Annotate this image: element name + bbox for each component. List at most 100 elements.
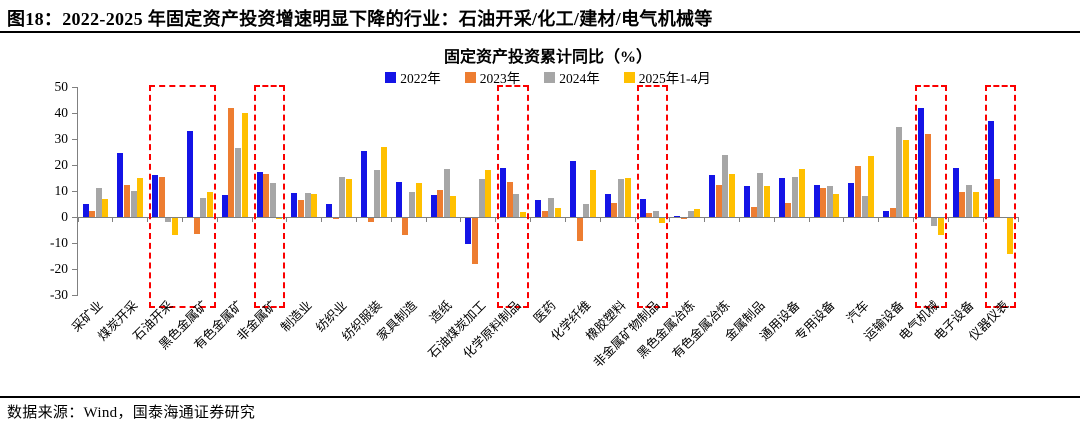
bar-2022年-运输设备 [883,210,890,217]
x-axis-tick [181,217,183,222]
legend-item: 2023年 [464,67,521,87]
bar-2025年1-4月-电子设备 [972,192,979,217]
legend-swatch [385,71,397,83]
bar-2022年-医药 [535,200,542,217]
bar-2023年-黑色金属冶炼 [680,218,687,220]
y-axis-label: 30 [54,131,69,146]
x-axis-tick [460,217,462,222]
bar-2022年-电子设备 [952,167,959,217]
x-axis-tick [669,217,671,222]
bar-2022年-有色金属矿 [221,194,228,217]
y-axis-tick [72,112,78,114]
bar-2022年-化学纤维 [569,161,576,217]
bar-2023年-汽车 [855,166,862,217]
bar-2022年-采矿业 [82,204,89,217]
y-axis-tick [72,86,78,88]
y-axis-label: 50 [54,79,69,94]
x-axis-tick [599,217,601,222]
bar-2023年-纺织服装 [367,218,374,222]
bar-2024年-有色金属矿 [234,148,241,217]
bar-2022年-橡胶塑料 [604,193,611,217]
highlight-box-电气机械 [915,85,947,308]
bar-2024年-非金属矿物制品 [652,210,659,217]
y-axis-tick [72,190,78,192]
bar-2024年-煤炭开采 [130,191,137,217]
bar-2022年-纺织业 [326,204,333,217]
x-axis-tick [77,217,79,222]
bar-2025年1-4月-非金属矿物制品 [659,218,666,224]
header-divider [0,31,1080,33]
bar-2024年-黑色金属矿 [200,197,207,217]
bar-2025年1-4月-金属制品 [763,185,770,217]
highlight-box-非金属矿物制品 [636,85,669,308]
legend-label: 2023年 [479,71,521,86]
x-axis-tick [982,217,984,222]
bar-2025年1-4月-纺织服装 [380,146,387,217]
bar-2024年-非金属矿 [269,183,276,217]
bar-2023年-通用设备 [785,202,792,217]
x-axis-tick [808,217,810,222]
bar-2025年1-4月-运输设备 [903,140,910,217]
footer-divider [0,396,1080,398]
bar-2023年-有色金属冶炼 [715,184,722,217]
bar-2022年-造纸 [430,194,437,217]
bar-2023年-非金属矿 [263,174,270,217]
y-axis-label: 20 [54,157,69,172]
bar-2025年1-4月-石油煤炭加工 [485,170,492,217]
x-axis-tick [321,217,323,222]
legend-label: 2025年1-4月 [638,71,711,86]
x-axis-tick [634,217,636,222]
bar-2022年-有色金属冶炼 [709,175,716,217]
bar-2025年1-4月-采矿业 [102,198,109,217]
bar-2024年-黑色金属冶炼 [687,210,694,217]
x-axis-tick [112,217,114,222]
bar-2025年1-4月-煤炭开采 [137,178,144,217]
chart-title: 固定资产投资累计同比（%） [443,49,652,66]
x-axis-tick [495,217,497,222]
y-axis-label: -10 [50,235,68,250]
legend-label: 2022年 [400,71,441,86]
bar-2023年-石油开采 [158,176,165,217]
bar-2024年-橡胶塑料 [617,179,624,217]
bar-2025年1-4月-家具制造 [415,183,422,217]
bar-2023年-家具制造 [402,218,409,235]
bar-2024年-化学原料制品 [513,193,520,217]
bar-2023年-采矿业 [89,210,96,217]
x-axis-tick [356,217,358,222]
x-axis-tick [1017,217,1019,222]
bar-2022年-通用设备 [778,178,785,217]
bar-2025年1-4月-黑色金属矿 [206,192,213,217]
bar-2025年1-4月-有色金属矿 [241,113,248,217]
bar-2024年-制造业 [304,193,311,217]
bar-2022年-非金属矿物制品 [639,198,646,217]
bar-2025年1-4月-非金属矿 [276,218,283,220]
bar-2022年-制造业 [291,193,298,217]
source-note: 数据来源：Wind，国泰海通证券研究 [7,405,256,421]
x-axis-tick [913,217,915,222]
bar-2025年1-4月-石油开采 [171,218,178,235]
bar-2024年-通用设备 [792,176,798,217]
bar-2025年1-4月-制造业 [311,194,318,217]
bar-2022年-石油煤炭加工 [465,218,472,244]
legend-item: 2025年1-4月 [623,67,711,87]
bar-2023年-金属制品 [750,206,757,217]
bar-2023年-制造业 [297,200,304,217]
bar-2022年-黑色金属冶炼 [674,216,681,217]
bar-2022年-专用设备 [813,184,820,217]
bar-2023年-黑色金属矿 [193,218,200,234]
x-axis-tick [704,217,706,222]
legend-swatch [623,71,635,83]
bar-2022年-金属制品 [743,185,750,217]
bar-2023年-有色金属矿 [228,107,235,217]
x-axis-tick [216,217,218,222]
bar-2024年-医药 [548,197,555,217]
bar-2024年-石油煤炭加工 [478,179,485,217]
bar-2023年-电气机械 [924,133,931,217]
highlight-box-化学原料制品 [497,85,530,308]
y-axis-label: -20 [50,261,68,276]
bar-2024年-专用设备 [826,185,833,217]
y-axis-label: 10 [54,183,69,198]
bar-2022年-汽车 [848,183,855,217]
chart-legend: 2022年 2023年 2024年 2025年1-4月 [78,67,1018,87]
legend-swatch [544,71,556,83]
